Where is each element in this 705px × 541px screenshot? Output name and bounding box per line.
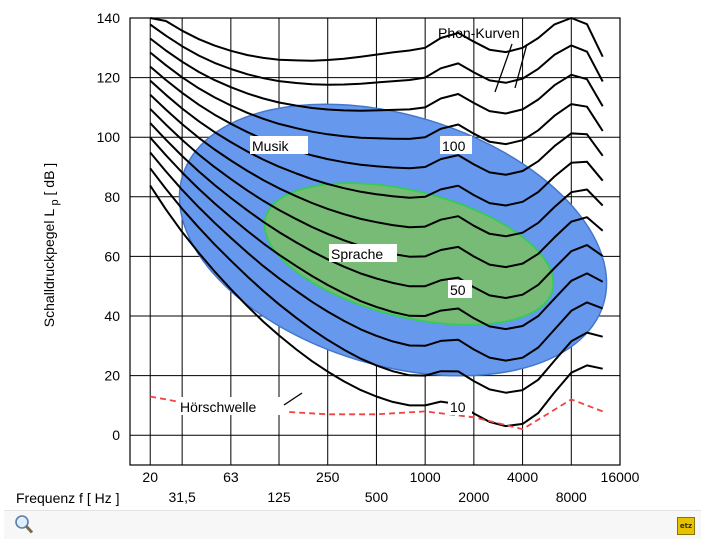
x-tick-label-top: 16000 [601, 469, 640, 485]
y-tick-label: 80 [104, 189, 120, 205]
x-tick-label-top: 63 [223, 469, 239, 485]
x-tick-label-bottom: 31,5 [169, 489, 196, 505]
annotation-100: 100 [442, 138, 466, 154]
y-tick-label: 20 [104, 368, 120, 384]
x-axis-label: Frequenz f [ Hz ] [16, 490, 119, 506]
phon-curve [149, 37, 604, 115]
y-tick-label: 120 [97, 70, 121, 86]
magnifier-icon[interactable] [12, 513, 36, 537]
y-tick-label: 40 [104, 308, 120, 324]
regions [178, 103, 608, 377]
annotation-phon: Phon-Kurven [438, 25, 520, 41]
phon-curve [149, 122, 604, 299]
phon-curve [150, 17, 604, 62]
annotation-musik: Musik [252, 138, 290, 154]
y-tick-label: 60 [104, 248, 120, 264]
x-tick-label-top: 1000 [410, 469, 441, 485]
equal-loudness-chart: 0 20 40 60 80 100 120 140 20 63 250 1000 4000 16000 31… [16, 10, 640, 506]
phon-curve [149, 23, 604, 86]
annotation-50: 50 [450, 282, 466, 298]
phon-curve [149, 51, 604, 146]
annotation-sprache: Sprache [331, 246, 383, 262]
phon-curve [149, 185, 603, 428]
phon-curve [149, 167, 603, 394]
bottom-toolbar: etz [4, 510, 701, 539]
ticks: 0 20 40 60 80 100 120 140 20 63 250 1000 4000 16000 31… [97, 10, 640, 505]
x-tick-label-top: 4000 [507, 469, 538, 485]
phon-curve [149, 136, 604, 331]
y-tick-label: 100 [97, 129, 121, 145]
phon-curve [149, 65, 604, 176]
y-axis-label: Schalldruckpegel L p [ dB ] [41, 163, 61, 327]
annotation-hoerschwelle: Hörschwelle [180, 399, 256, 415]
x-tick-label-top: 250 [316, 469, 340, 485]
x-tick-label-bottom: 2000 [458, 489, 489, 505]
x-tick-label-bottom: 125 [267, 489, 291, 505]
etz-logo: etz [677, 517, 695, 535]
phon-curves [149, 17, 604, 428]
y-tick-label: 140 [97, 10, 121, 26]
y-tick-label: 0 [112, 427, 120, 443]
x-tick-label-bottom: 8000 [556, 489, 587, 505]
phon-curve [149, 79, 604, 207]
x-tick-label-bottom: 500 [365, 489, 389, 505]
annotation-10: 10 [450, 399, 466, 415]
phon-curve [149, 151, 604, 362]
phon-curve [149, 93, 604, 238]
annotations: Phon-Kurven Musik 100 Sprache 50 Hörschw… [178, 25, 528, 415]
x-tick-label-top: 20 [142, 469, 158, 485]
